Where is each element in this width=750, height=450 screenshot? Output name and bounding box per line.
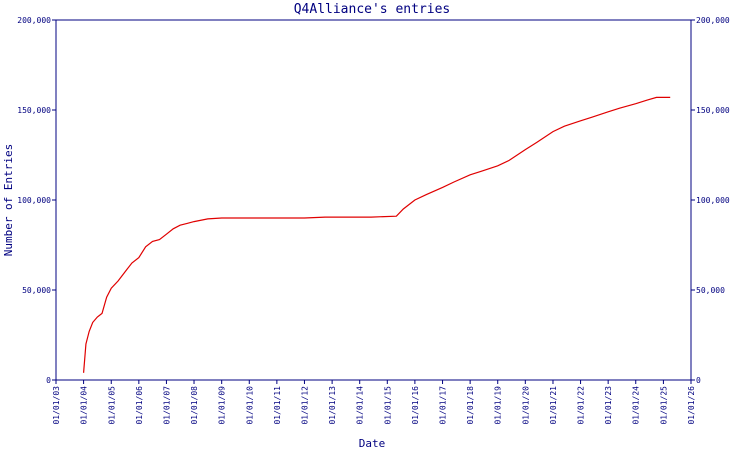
x-axis: 01/01/03 01/01/04 01/01/05 01/01/06 01/01/07… [52,380,696,425]
x-tick-label: 01/01/06 [135,386,144,425]
y-tick-label-left: 200,000 [17,16,51,25]
x-tick-label: 01/01/14 [356,386,365,425]
x-tick-label: 01/01/26 [687,386,696,425]
y-tick-label-right: 200,000 [696,16,730,25]
x-tick-label: 01/01/18 [466,386,475,425]
x-tick-label: 01/01/05 [107,386,116,425]
x-tick-label: 01/01/21 [549,386,558,425]
x-tick-label: 01/01/16 [411,386,420,425]
x-tick-label: 01/01/25 [659,386,668,425]
x-tick-label: 01/01/15 [383,386,392,425]
y-tick-label-right: 0 [696,376,701,385]
x-tick-label: 01/01/22 [577,386,586,425]
x-tick-label: 01/01/17 [439,386,448,425]
y-tick-label-right: 150,000 [696,106,730,115]
x-tick-label: 01/01/19 [494,386,503,425]
x-tick-label: 01/01/07 [162,386,171,425]
y-axis-left: 0 50,000 100,000 150,000 200,000 [17,16,56,385]
x-tick-label: 01/01/20 [521,386,530,425]
x-tick-label: 01/01/11 [273,386,282,425]
x-tick-label: 01/01/24 [632,386,641,425]
chart-title: Q4Alliance's entries [294,2,451,17]
y-axis-label: Number of Entries [2,144,15,257]
x-tick-label: 01/01/08 [190,386,199,425]
y-tick-label-left: 0 [46,376,51,385]
x-tick-label: 01/01/13 [328,386,337,425]
y-tick-label-left: 50,000 [22,286,51,295]
y-tick-label-left: 100,000 [17,196,51,205]
x-tick-label: 01/01/23 [604,386,613,425]
y-tick-label-left: 150,000 [17,106,51,115]
y-tick-label-right: 100,000 [696,196,730,205]
y-axis-right: 0 50,000 100,000 150,000 200,000 [691,16,730,385]
y-tick-label-right: 50,000 [696,286,725,295]
x-axis-label: Date [359,437,386,450]
x-tick-label: 01/01/04 [80,386,89,425]
x-tick-label: 01/01/12 [300,386,309,425]
x-tick-label: 01/01/03 [52,386,61,425]
series-line [82,96,671,373]
x-tick-label: 01/01/09 [218,386,227,425]
x-tick-label: 01/01/10 [245,386,254,425]
plot-area-border [55,19,692,381]
